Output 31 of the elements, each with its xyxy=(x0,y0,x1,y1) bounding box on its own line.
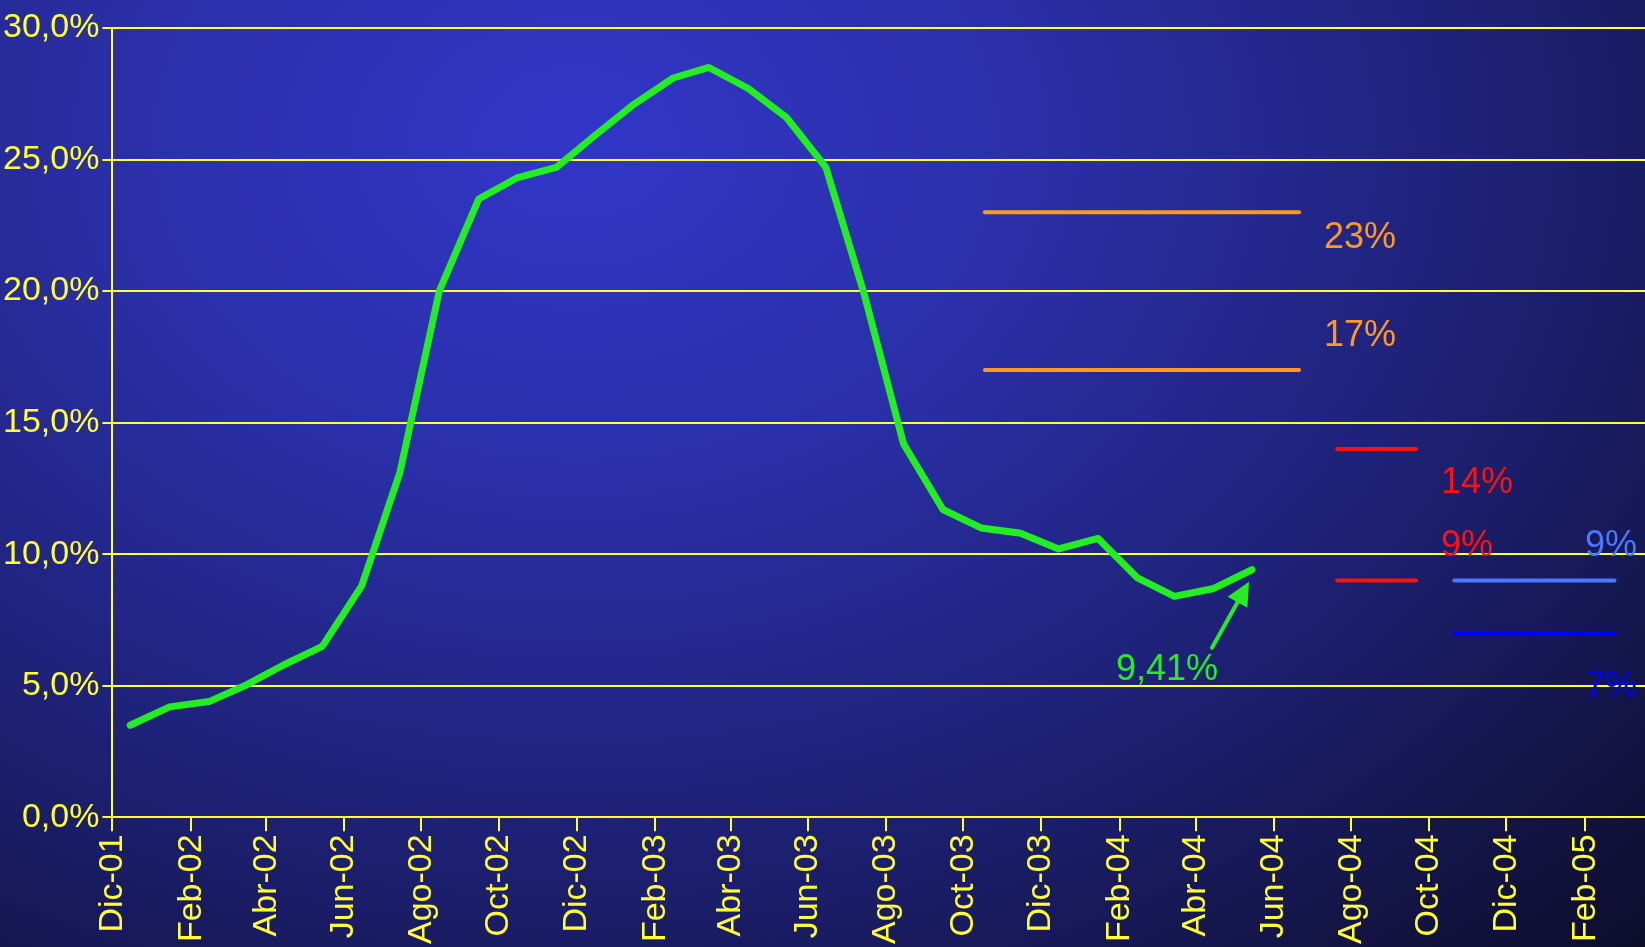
x-tick-label: Jun-03 xyxy=(786,834,825,939)
x-tick-label: Oct-02 xyxy=(477,834,516,937)
y-tick-label: 10,0% xyxy=(3,532,100,571)
x-tick-label: Oct-03 xyxy=(941,834,980,937)
y-tick-label: 20,0% xyxy=(3,269,100,308)
x-tick-label: Dic-01 xyxy=(90,834,129,933)
x-tick-label: Ago-04 xyxy=(1329,834,1368,944)
x-tick-label: Jun-04 xyxy=(1251,834,1290,939)
x-tick-label: Feb-05 xyxy=(1563,834,1602,943)
data-label: 14% xyxy=(1441,459,1514,501)
x-tick-label: Feb-03 xyxy=(633,834,672,943)
x-tick-label: Abr-02 xyxy=(244,834,283,937)
x-tick-label: Feb-04 xyxy=(1098,834,1137,943)
x-tick-label: Dic-03 xyxy=(1019,834,1058,933)
data-label: 17% xyxy=(1324,312,1397,354)
x-tick-label: Abr-04 xyxy=(1174,834,1213,937)
y-tick-label: 15,0% xyxy=(3,401,100,440)
x-tick-label: Dic-02 xyxy=(555,834,594,933)
x-tick-label: Jun-02 xyxy=(322,834,361,939)
x-tick-label: Oct-04 xyxy=(1407,834,1446,937)
x-tick-label: Ago-02 xyxy=(399,834,438,944)
y-tick-label: 25,0% xyxy=(3,137,100,176)
data-label: 23% xyxy=(1324,215,1397,257)
y-tick-label: 30,0% xyxy=(3,6,100,45)
x-tick-label: Dic-04 xyxy=(1484,834,1523,933)
y-tick-label: 5,0% xyxy=(21,664,100,703)
x-tick-label: Ago-03 xyxy=(864,834,903,944)
annotation: 9,41% xyxy=(1115,646,1219,688)
x-tick-label: Feb-02 xyxy=(169,834,208,943)
y-tick-label: 0,0% xyxy=(21,795,100,834)
x-tick-label: Abr-03 xyxy=(708,834,747,937)
